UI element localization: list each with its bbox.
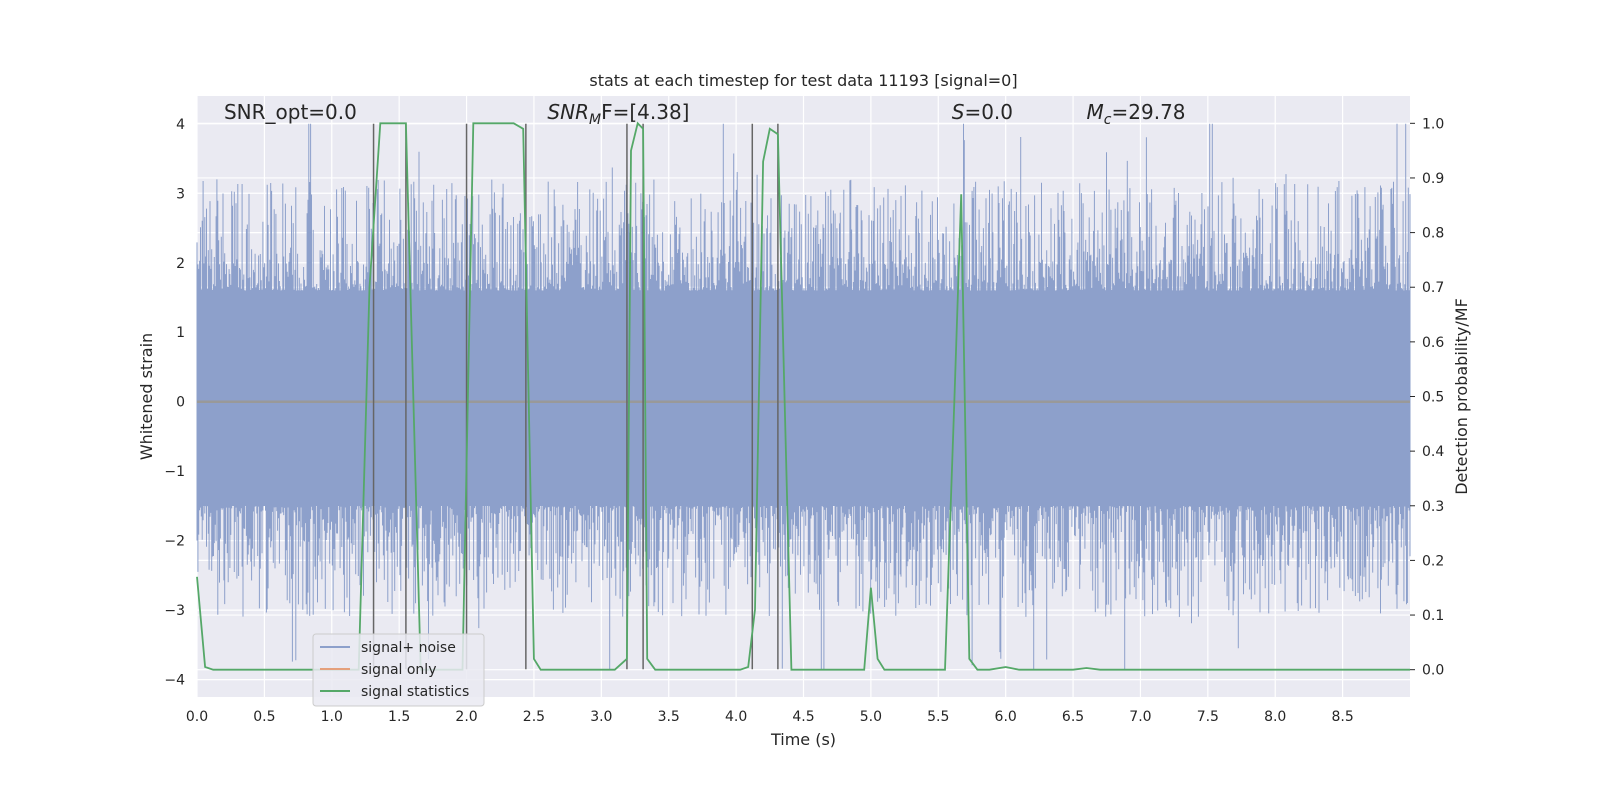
y-tick-label: 2: [176, 256, 185, 272]
annotation-1: SNRMF=[4.38]: [547, 100, 689, 128]
signal-statistics-line: [196, 121, 1410, 671]
x-tick-label: 3.5: [658, 709, 680, 725]
legend: signal+ noise signal only signal statistic…: [312, 633, 485, 707]
axis-ticks: 0.0 0.5 1.0 1.5 2.0 2.5 3.0 3.5 4.0 4.5 5.0 5.5 6.0 6…: [164, 116, 1444, 725]
x-tick-label: 5.0: [860, 709, 882, 725]
annotations: SNR_opt=0.0 SNRMF=[4.38] S=0.0 Mc=29.78: [224, 100, 1186, 128]
y-tick-label: 1: [176, 325, 185, 341]
legend-label: signal only: [361, 662, 436, 678]
y-tick-label: −4: [164, 673, 185, 689]
x-tick-label: 2.5: [523, 709, 545, 725]
y-right-tick-label: 0.5: [1422, 390, 1444, 406]
y-axis-right-label: Detection probability/MF: [1452, 298, 1471, 495]
series-signal-statistics: [196, 121, 1410, 671]
y-tick-label: −2: [164, 534, 185, 550]
x-tick-label: 1.5: [388, 709, 410, 725]
x-tick-label: 6.5: [1062, 709, 1084, 725]
y-tick-label: 4: [176, 117, 185, 133]
x-tick-label: 5.5: [927, 709, 949, 725]
annotation-2: S=0.0: [952, 100, 1013, 124]
x-tick-label: 0.0: [186, 709, 208, 725]
y-tick-label: 0: [176, 395, 185, 411]
y-right-tick-label: 0.3: [1422, 499, 1444, 515]
y-right-tick-label: 0.6: [1422, 335, 1444, 351]
y-tick-label: 3: [176, 186, 185, 202]
y-right-tick-label: 1.0: [1422, 116, 1444, 132]
y-tick-label: −3: [164, 603, 185, 619]
y-tick-label: −1: [164, 464, 185, 480]
y-right-tick-label: 0.2: [1422, 553, 1444, 569]
y-right-tick-label: 0.7: [1422, 280, 1444, 296]
x-tick-label: 4.0: [725, 709, 747, 725]
x-tick-label: 3.0: [590, 709, 612, 725]
annotation-0: SNR_opt=0.0: [224, 100, 357, 124]
x-tick-label: 6.0: [995, 709, 1017, 725]
legend-label: signal+ noise: [361, 640, 456, 656]
y-axis-label: Whitened strain: [137, 333, 156, 460]
y-right-tick-label: 0.4: [1422, 444, 1444, 460]
x-tick-label: 0.5: [253, 709, 275, 725]
x-tick-label: 1.0: [321, 709, 343, 725]
x-tick-label: 7.5: [1197, 709, 1219, 725]
x-tick-label: 8.5: [1331, 709, 1353, 725]
y-right-tick-label: 0.0: [1422, 663, 1444, 679]
annotation-3: Mc=29.78: [1087, 100, 1186, 128]
series-signal-noise: [196, 123, 1411, 670]
x-tick-label: 7.0: [1129, 709, 1151, 725]
x-tick-label: 2.0: [455, 709, 477, 725]
x-axis-label: Time (s): [770, 730, 836, 749]
y-right-tick-label: 0.8: [1422, 226, 1444, 242]
x-tick-label: 4.5: [792, 709, 814, 725]
y-right-tick-label: 0.1: [1422, 608, 1444, 624]
chart-title: stats at each timestep for test data 111…: [589, 71, 1017, 90]
legend-box: [312, 633, 485, 707]
legend-label: signal statistics: [361, 684, 469, 700]
x-tick-label: 8.0: [1264, 709, 1286, 725]
y-right-tick-label: 0.9: [1422, 171, 1444, 187]
